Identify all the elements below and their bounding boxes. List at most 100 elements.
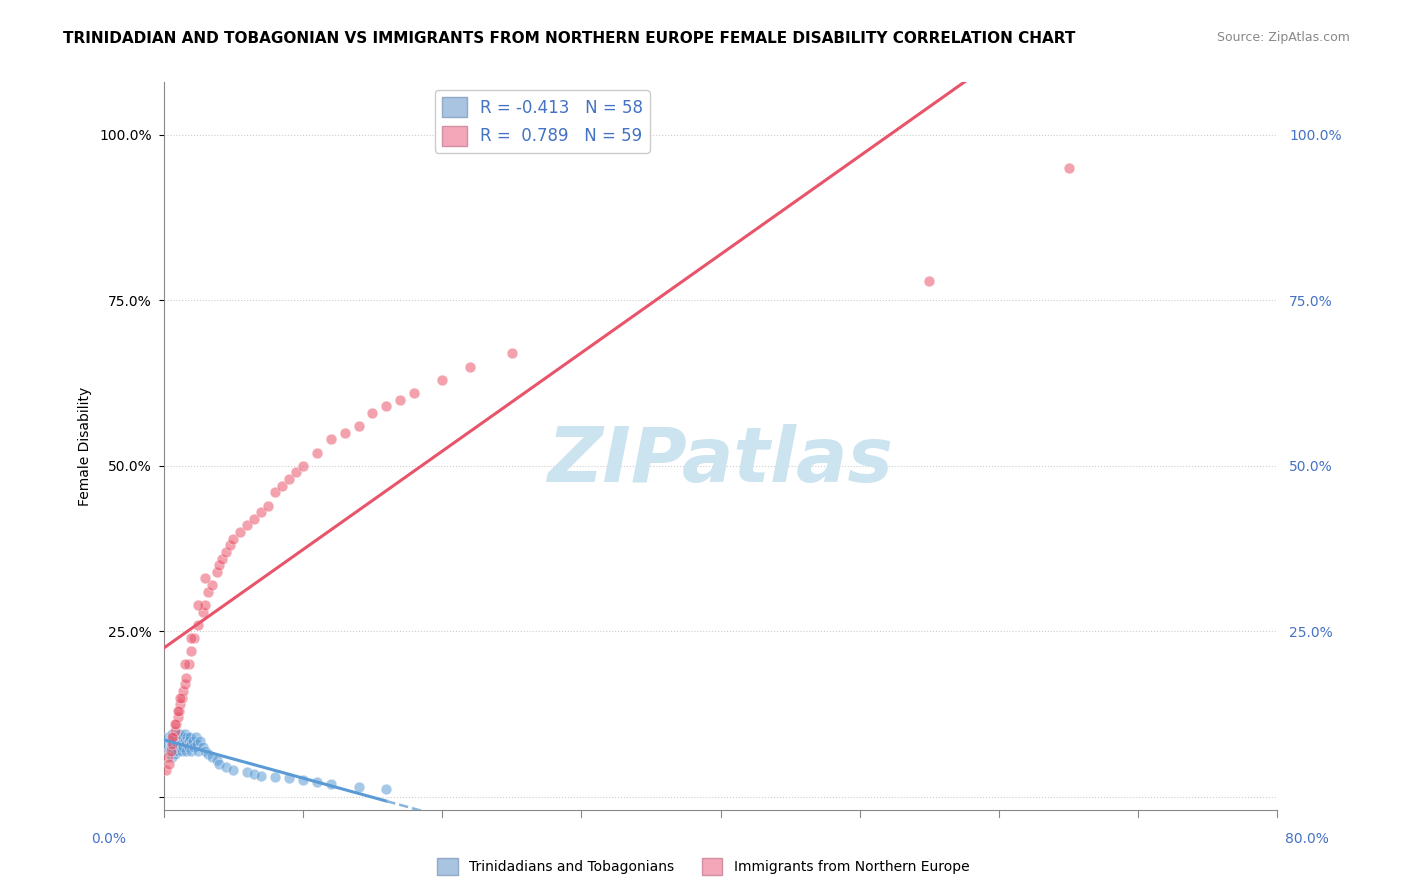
Text: 80.0%: 80.0% [1285,832,1329,846]
Point [173,657,195,672]
Point [188,733,211,747]
Point [169,740,191,755]
Point [191,605,214,619]
Point [162,737,184,751]
Point [187,617,209,632]
Point [165,733,187,747]
Point [166,704,188,718]
Point [264,770,287,784]
Point [177,733,200,747]
Point [159,740,181,755]
Point [173,727,195,741]
Point [159,743,181,757]
Point [163,731,186,745]
Point [181,733,204,747]
Point [222,764,245,778]
Point [165,717,187,731]
Point [176,731,198,745]
Point [184,731,207,745]
Point [167,704,190,718]
Point [333,425,356,440]
Point [243,766,266,780]
Point [155,764,177,778]
Point [162,731,184,745]
Point [194,571,217,585]
Point [177,657,200,672]
Point [157,743,180,757]
Point [180,644,202,658]
Point [194,598,217,612]
Point [179,731,201,745]
Point [160,750,183,764]
Point [166,737,188,751]
Point [187,598,209,612]
Point [160,737,183,751]
Point [183,740,205,755]
Point [361,406,384,420]
Point [264,485,287,500]
Point [155,737,177,751]
Point [205,565,228,579]
Point [375,399,398,413]
Point [291,773,314,788]
Point [180,743,202,757]
Text: Source: ZipAtlas.com: Source: ZipAtlas.com [1216,31,1350,45]
Legend: Trinidadians and Tobagonians, Immigrants from Northern Europe: Trinidadians and Tobagonians, Immigrants… [432,853,974,880]
Point [194,743,217,757]
Point [170,690,193,705]
Point [174,737,197,751]
Point [174,671,197,685]
Point [215,760,238,774]
Point [186,737,208,751]
Point [174,743,197,757]
Point [347,419,370,434]
Point [219,538,242,552]
Point [250,769,273,783]
Point [201,578,224,592]
Text: 0.0%: 0.0% [91,832,127,846]
Point [170,743,193,757]
Point [180,631,202,645]
Point [222,532,245,546]
Y-axis label: Female Disability: Female Disability [79,386,93,506]
Point [163,723,186,738]
Point [166,710,188,724]
Point [211,551,233,566]
Point [201,750,224,764]
Point [160,727,183,741]
Point [177,740,200,755]
Point [156,750,179,764]
Point [215,545,238,559]
Point [305,445,328,459]
Point [375,781,398,796]
Point [197,584,219,599]
Point [163,747,186,761]
Point [180,737,202,751]
Point [187,743,209,757]
Point [162,743,184,757]
Point [197,747,219,761]
Point [172,684,194,698]
Point [165,740,187,755]
Point [918,273,941,287]
Point [173,677,195,691]
Point [271,479,294,493]
Point [172,731,194,745]
Text: TRINIDADIAN AND TOBAGONIAN VS IMMIGRANTS FROM NORTHERN EUROPE FEMALE DISABILITY : TRINIDADIAN AND TOBAGONIAN VS IMMIGRANTS… [63,31,1076,46]
Text: ZIPatlas: ZIPatlas [547,424,893,498]
Point [157,756,180,771]
Point [173,733,195,747]
Point [284,466,307,480]
Point [183,631,205,645]
Point [278,772,301,786]
Point [291,458,314,473]
Point [250,505,273,519]
Point [430,373,453,387]
Point [229,524,252,539]
Point [208,558,231,573]
Point [166,743,188,757]
Point [501,346,523,360]
Point [236,764,259,779]
Point [156,731,179,745]
Point [191,740,214,755]
